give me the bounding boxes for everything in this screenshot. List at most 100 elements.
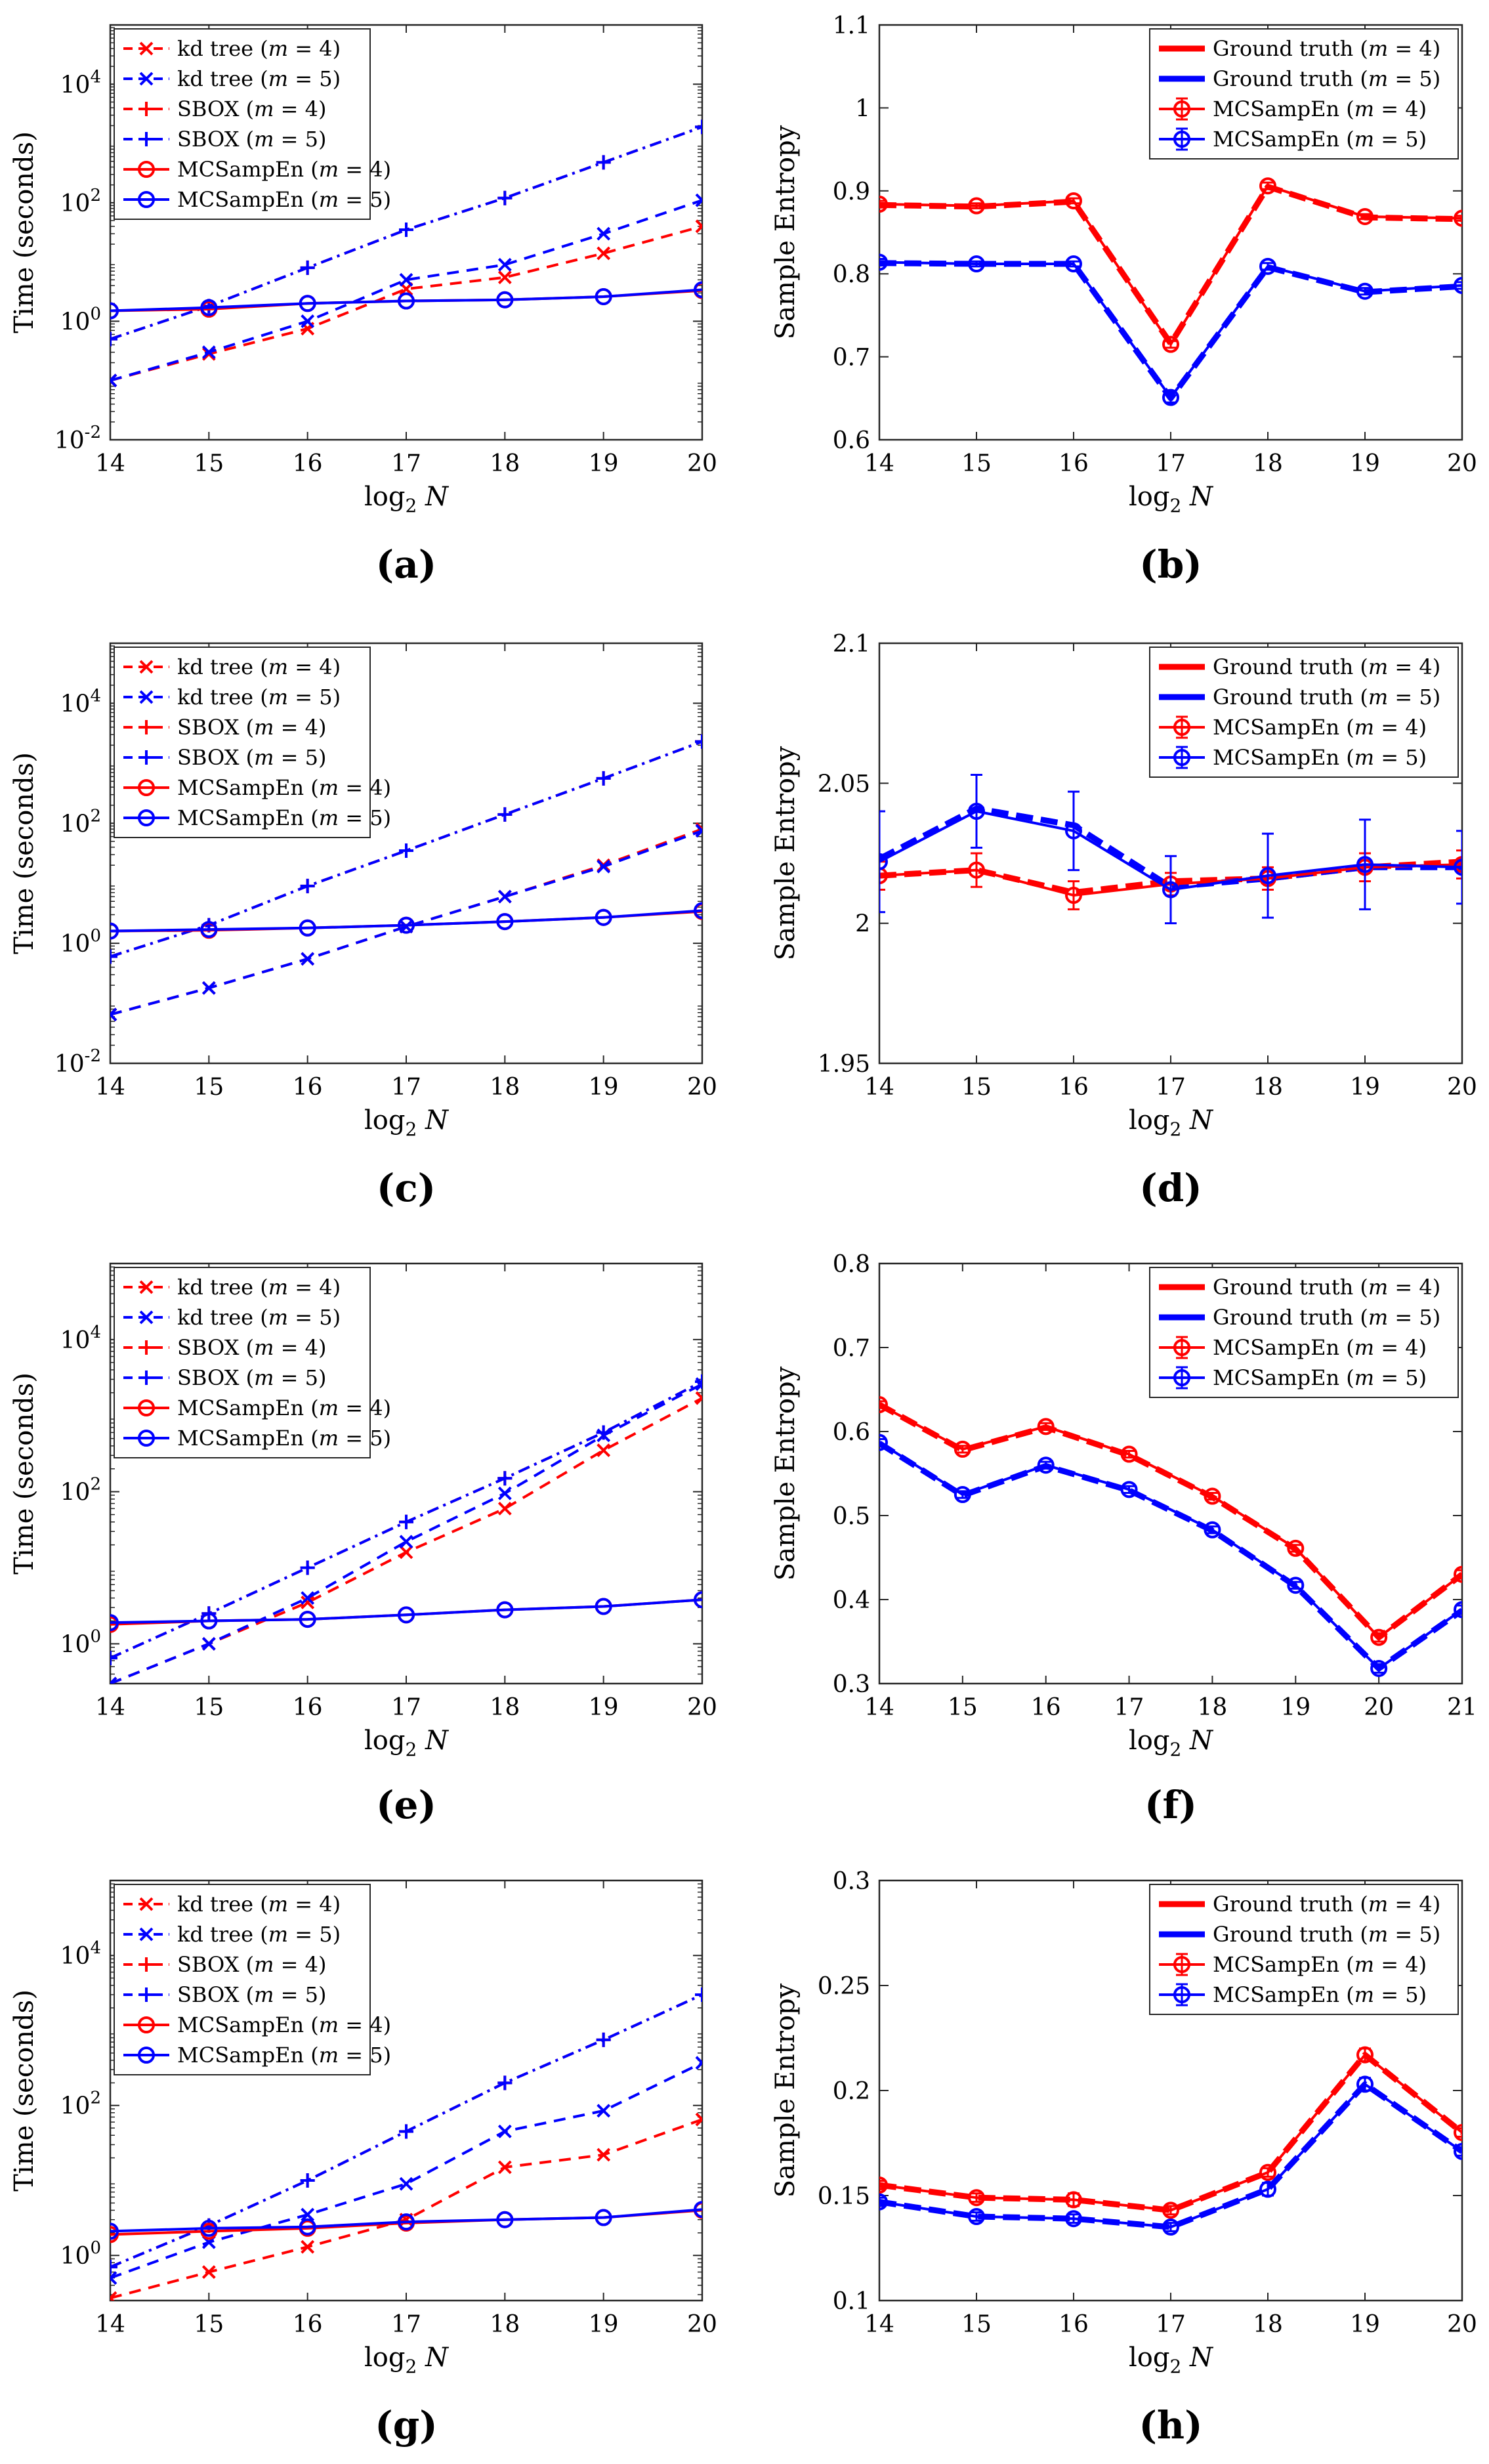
x-tick-label: 20 (1447, 1074, 1477, 1101)
legend-label: SBOX (m = 4) (177, 1335, 326, 1360)
x-tick-label: 15 (194, 1694, 224, 1721)
marker-plus (139, 750, 154, 765)
x-tick-label: 20 (1364, 1694, 1394, 1721)
marker-x (139, 41, 154, 56)
marker-circle (138, 161, 155, 178)
legend-entry-sbox5: SBOX (m = 5) (123, 745, 326, 770)
marker-x (110, 373, 117, 388)
x-tick-label: 14 (864, 1074, 894, 1101)
y-axis-label: Time (seconds) (9, 1372, 39, 1575)
marker-x (695, 824, 702, 838)
panel-c: 14 15 16 17 18 19 20 10-2 100 102 104 log2 N Time (s… (9, 642, 717, 1210)
marker-circle (1259, 867, 1276, 885)
marker-x (497, 1501, 512, 1516)
x-tick-label: 15 (194, 1074, 224, 1101)
y-tick-label: 0.2 (833, 2078, 870, 2105)
x-tick-label: 17 (1156, 2311, 1186, 2338)
legend-label: SBOX (m = 5) (177, 1365, 326, 1390)
series-line (879, 1441, 1462, 1670)
panel-label: (d) (1139, 1166, 1202, 1210)
error-bar (1165, 855, 1177, 925)
legend-label: Ground truth (m = 4) (1213, 1892, 1440, 1917)
error-bar (971, 852, 982, 888)
marker-circle (879, 867, 888, 885)
x-tick-label: 20 (1447, 2311, 1477, 2338)
x-tick-label: 17 (391, 2311, 421, 2338)
marker-x (597, 246, 611, 261)
error-bar (971, 774, 982, 849)
legend-entry-mc4: MCSampEn (m = 4) (1159, 1335, 1427, 1360)
x-tick-label: 16 (1059, 1074, 1089, 1101)
legend-label: SBOX (m = 5) (177, 745, 326, 770)
marker-x (497, 2124, 512, 2138)
y-tick-label: 100 (60, 304, 101, 335)
marker-plus (596, 771, 611, 786)
legend-entry-sbox4: SBOX (m = 4) (123, 715, 326, 740)
error-bar (1206, 1491, 1219, 1501)
marker-plus (596, 155, 611, 170)
marker-circle (110, 922, 119, 940)
x-tick-label: 20 (687, 1074, 717, 1101)
legend-errorbar (1176, 127, 1188, 151)
series-line (110, 288, 702, 312)
x-tick-label: 17 (1114, 1694, 1144, 1721)
series-line (110, 1598, 702, 1625)
legend-entry-mc5: MCSampEn (m = 5) (1159, 1982, 1427, 2007)
x-tick-label: 17 (391, 450, 421, 477)
marker-circle (138, 1430, 155, 1447)
marker-circle (879, 2177, 888, 2194)
error-bar (1068, 790, 1080, 872)
x-tick-label: 20 (1447, 450, 1477, 477)
marker-plus (139, 1340, 154, 1355)
y-tick-label: 0.6 (833, 1419, 870, 1446)
series-line (879, 1402, 1462, 1641)
marker-circle (496, 2211, 514, 2228)
marker-plus (110, 2259, 117, 2274)
marker-circle (595, 908, 612, 926)
series-mc5 (110, 281, 702, 320)
legend-entry-kd4: kd tree (m = 4) (123, 36, 341, 61)
marker-plus (497, 190, 513, 205)
marker-circle (1454, 859, 1462, 876)
legend-errorbar (1176, 1336, 1188, 1359)
marker-circle (968, 197, 985, 215)
y-tick-label: 0.8 (833, 261, 870, 288)
marker-circle (200, 2219, 218, 2237)
error-bar (1068, 880, 1080, 910)
marker-circle (879, 2193, 888, 2211)
plot-area (110, 1987, 702, 2301)
panel-a: 14 15 16 17 18 19 20 10-2 100 102 104 log2 N Time (s… (9, 24, 717, 587)
marker-circle (968, 803, 985, 820)
series-mc5 (110, 1591, 702, 1632)
legend-label: kd tree (m = 5) (177, 1305, 341, 1330)
marker-circle (968, 861, 985, 879)
series-mc4 (879, 1396, 1462, 1646)
y-tick-label: 100 (60, 2238, 101, 2270)
marker-plus (300, 878, 315, 893)
error-bar (1359, 818, 1371, 910)
marker-plus (596, 2032, 611, 2047)
legend-entry-kd5: kd tree (m = 5) (123, 1922, 341, 1947)
error-bar (879, 1400, 885, 1409)
error-bar (879, 257, 885, 267)
marker-circle (968, 2189, 985, 2207)
y-axis-label: Time (seconds) (9, 131, 39, 333)
legend-label: Ground truth (m = 4) (1213, 36, 1440, 61)
series-mc4 (110, 1591, 702, 1633)
legend-entry-mc4: MCSampEn (m = 4) (1159, 96, 1427, 121)
x-tick-label: 19 (589, 1694, 619, 1721)
marker-x (597, 2104, 611, 2118)
marker-circle (110, 2222, 119, 2240)
y-tick-label: 1 (855, 95, 870, 122)
x-tick-label: 16 (1059, 450, 1089, 477)
y-tick-label: 0.3 (833, 1868, 870, 1895)
x-tick-label: 18 (1253, 1074, 1283, 1101)
error-bar (1359, 213, 1371, 221)
legend-label: MCSampEn (m = 4) (1213, 1335, 1427, 1360)
series-line (110, 2118, 702, 2300)
marker-plus (110, 949, 117, 964)
x-tick-label: 14 (95, 450, 125, 477)
x-tick-label: 19 (1350, 450, 1380, 477)
x-tick-label: 18 (490, 1694, 520, 1721)
marker-circle (1356, 2046, 1374, 2064)
